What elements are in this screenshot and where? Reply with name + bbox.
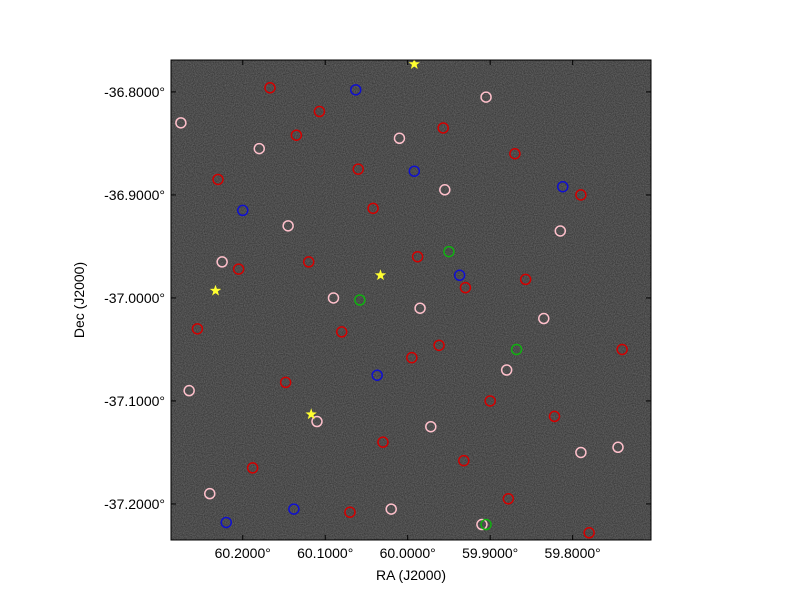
x-tick-label: 60.2000° bbox=[215, 545, 271, 561]
source-marker bbox=[548, 410, 561, 423]
source-marker bbox=[480, 91, 492, 103]
source-marker bbox=[216, 256, 228, 268]
source-marker bbox=[237, 204, 249, 217]
source-marker bbox=[385, 503, 397, 515]
source-marker bbox=[433, 339, 445, 352]
source-marker bbox=[575, 446, 587, 459]
y-tick-label: -36.9000° bbox=[104, 187, 165, 203]
sky-noise bbox=[171, 60, 651, 540]
source-marker bbox=[476, 518, 488, 531]
star-marker bbox=[305, 408, 317, 420]
source-marker bbox=[439, 184, 451, 196]
source-marker bbox=[484, 395, 496, 407]
source-marker bbox=[212, 173, 224, 186]
source-marker bbox=[327, 292, 340, 304]
source-marker bbox=[502, 493, 515, 505]
source-marker bbox=[557, 180, 569, 193]
source-marker bbox=[279, 376, 292, 389]
source-marker bbox=[311, 415, 323, 428]
source-marker bbox=[453, 269, 466, 282]
source-marker bbox=[344, 506, 356, 518]
source-marker bbox=[264, 82, 276, 94]
source-marker bbox=[253, 142, 265, 155]
source-marker bbox=[367, 202, 379, 215]
y-tick-label: -37.0000° bbox=[104, 290, 165, 306]
source-marker bbox=[175, 117, 187, 129]
x-tick-label: 60.1000° bbox=[297, 545, 353, 561]
source-marker bbox=[575, 189, 587, 201]
source-marker bbox=[191, 323, 204, 335]
source-marker bbox=[220, 516, 233, 529]
source-marker bbox=[352, 163, 364, 175]
source-marker bbox=[459, 281, 472, 294]
x-axis-label: RA (J2000) bbox=[376, 567, 446, 583]
source-marker bbox=[371, 369, 383, 381]
source-marker bbox=[437, 122, 449, 134]
x-tick-label: 59.9000° bbox=[462, 545, 518, 561]
source-marker bbox=[393, 132, 406, 145]
x-tick-label: 60.0000° bbox=[380, 545, 436, 561]
y-tick-label: -36.8000° bbox=[104, 84, 165, 100]
source-marker bbox=[408, 165, 421, 177]
source-marker bbox=[232, 263, 245, 275]
source-marker bbox=[406, 351, 418, 364]
star-marker bbox=[408, 60, 420, 69]
source-marker bbox=[246, 462, 259, 474]
source-marker bbox=[554, 225, 567, 237]
source-marker bbox=[538, 312, 550, 325]
y-axis-label: Dec (J2000) bbox=[71, 262, 87, 338]
source-marker bbox=[616, 343, 628, 356]
star-marker bbox=[209, 284, 222, 296]
source-marker bbox=[425, 420, 437, 433]
source-marker bbox=[414, 302, 426, 314]
star-marker bbox=[374, 269, 387, 281]
source-marker bbox=[519, 273, 532, 286]
source-marker bbox=[288, 503, 300, 515]
source-marker bbox=[443, 245, 455, 258]
source-marker bbox=[349, 84, 362, 96]
source-marker bbox=[480, 518, 492, 531]
source-marker bbox=[583, 527, 595, 539]
source-marker bbox=[510, 343, 523, 356]
source-marker bbox=[183, 384, 195, 397]
source-marker bbox=[411, 250, 424, 263]
source-marker bbox=[377, 436, 389, 448]
source-marker bbox=[290, 129, 303, 141]
source-marker bbox=[282, 220, 294, 232]
x-tick-label: 59.8000° bbox=[545, 545, 601, 561]
source-marker bbox=[354, 294, 366, 306]
y-tick-label: -37.1000° bbox=[104, 393, 165, 409]
source-marker bbox=[458, 454, 470, 467]
source-marker bbox=[313, 105, 326, 118]
y-tick-label: -37.2000° bbox=[104, 496, 165, 512]
source-marker bbox=[509, 147, 521, 160]
markers bbox=[175, 60, 628, 539]
source-marker bbox=[500, 364, 513, 376]
source-marker bbox=[204, 487, 216, 500]
source-marker bbox=[302, 256, 315, 268]
plot-frame bbox=[170, 59, 652, 541]
source-marker bbox=[612, 441, 624, 454]
source-marker bbox=[335, 326, 348, 338]
